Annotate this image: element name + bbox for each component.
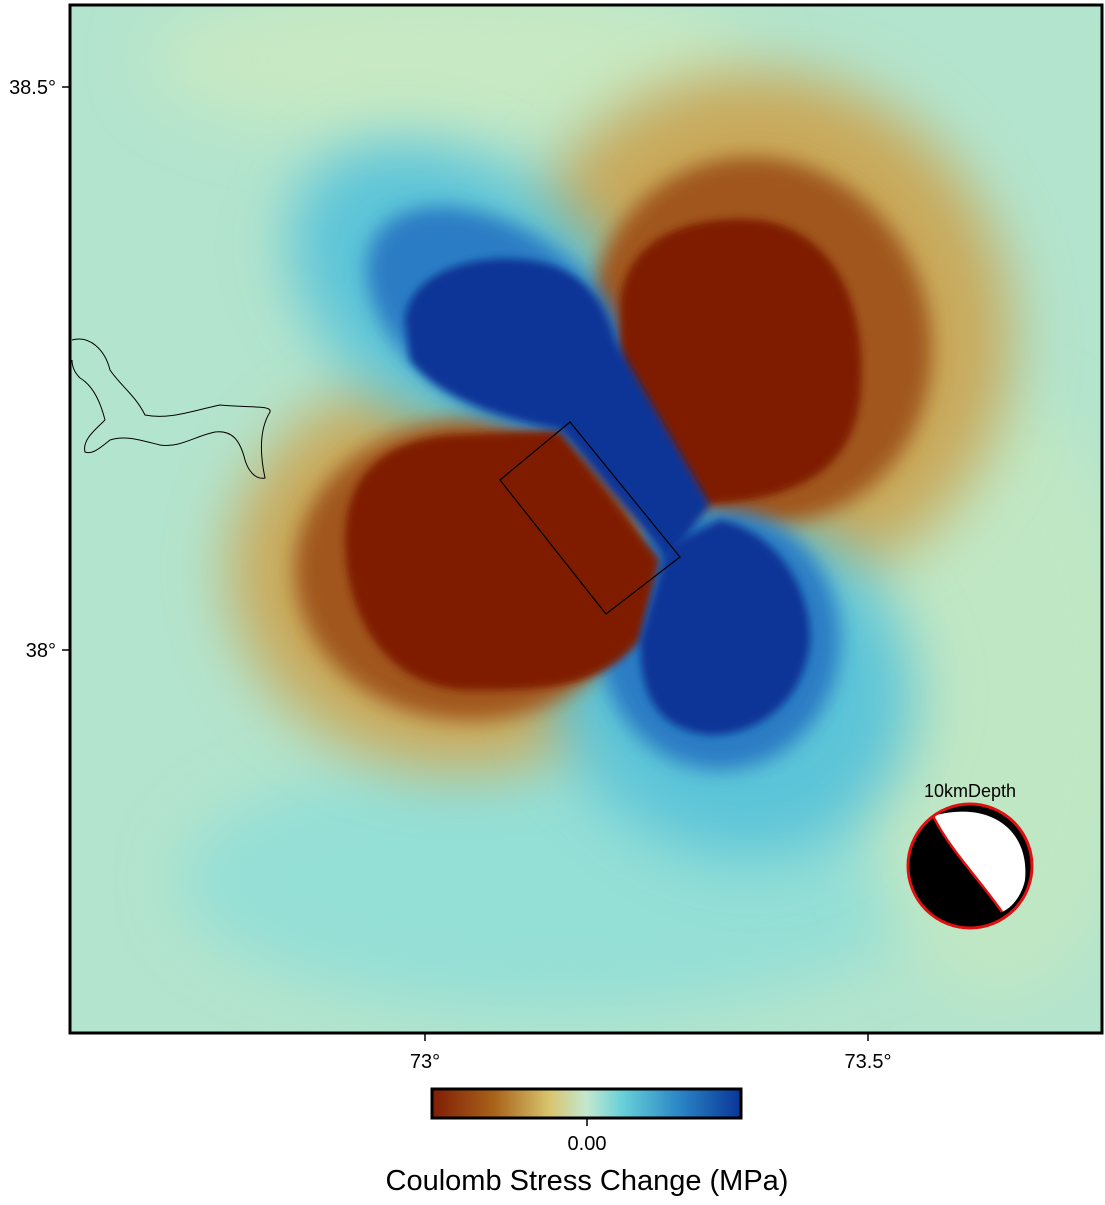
map-frame (68, 3, 1104, 1035)
x-tick-label: 73° (410, 1051, 440, 1073)
colorbar-title: Coulomb Stress Change (MPa) (386, 1165, 789, 1197)
beachball (906, 802, 1034, 930)
y-tick-label: 38.5° (9, 77, 56, 99)
y-tick-label: 38° (26, 640, 56, 662)
stress-field (70, 5, 1102, 1033)
coastline (71, 338, 271, 479)
mechanism-label: 10kmDepth (924, 781, 1016, 801)
colorbar-tick-label: 0.00 (568, 1133, 607, 1155)
x-tick-label: 73.5° (845, 1051, 892, 1073)
colorbar (430, 1087, 743, 1120)
fault-outline (499, 421, 681, 615)
